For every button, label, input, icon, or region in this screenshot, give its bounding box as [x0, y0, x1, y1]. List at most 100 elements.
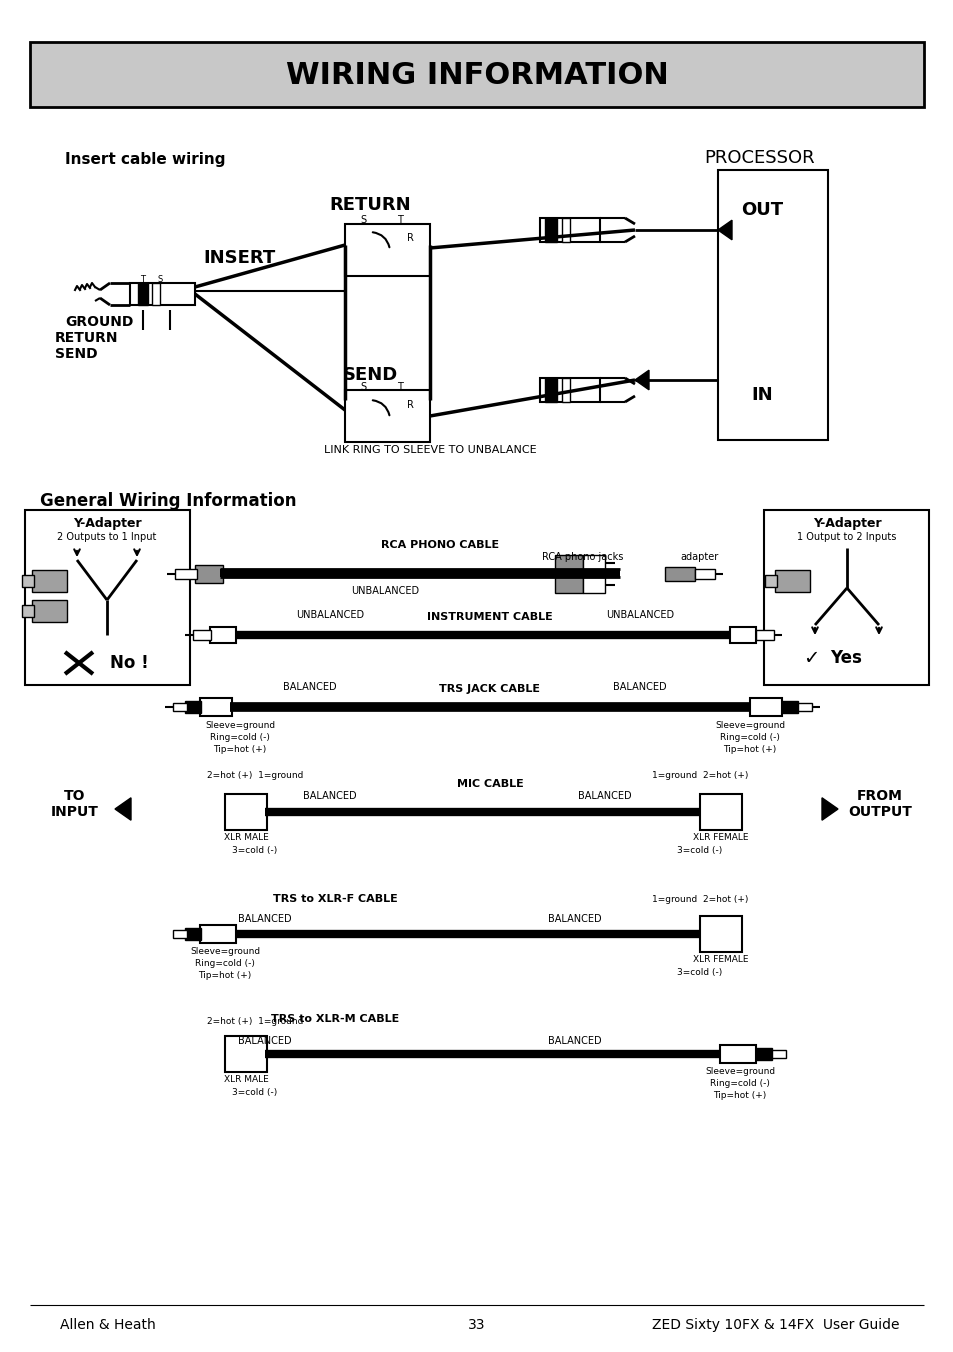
Text: UNBALANCED: UNBALANCED: [351, 585, 418, 596]
Text: ZED Sixty 10FX & 14FX  User Guide: ZED Sixty 10FX & 14FX User Guide: [652, 1318, 899, 1332]
Text: Y-Adapter: Y-Adapter: [72, 518, 141, 530]
Bar: [25, 510, 190, 685]
Bar: [32, 571, 67, 592]
Text: S: S: [359, 215, 366, 224]
Bar: [555, 577, 582, 594]
Text: RETURN: RETURN: [55, 331, 118, 345]
Text: LINK RING TO SLEEVE TO UNBALANCE: LINK RING TO SLEEVE TO UNBALANCE: [323, 445, 536, 456]
Bar: [700, 794, 741, 830]
Text: 2=hot (+)  1=ground: 2=hot (+) 1=ground: [207, 1017, 303, 1026]
Bar: [544, 379, 557, 402]
Bar: [193, 630, 211, 639]
Polygon shape: [115, 798, 131, 821]
Text: Yes: Yes: [829, 649, 861, 667]
Text: XLR FEMALE: XLR FEMALE: [693, 955, 748, 964]
Text: BALANCED: BALANCED: [238, 914, 292, 923]
Bar: [582, 556, 604, 571]
Bar: [764, 575, 776, 587]
Bar: [539, 379, 599, 402]
Bar: [185, 700, 201, 713]
Text: 3=cold (-): 3=cold (-): [233, 845, 277, 854]
Text: INSERT: INSERT: [204, 249, 275, 266]
Text: R: R: [406, 233, 413, 243]
Bar: [729, 627, 755, 644]
Bar: [755, 630, 773, 639]
Text: IN: IN: [750, 387, 772, 404]
Bar: [774, 571, 809, 592]
Bar: [797, 703, 811, 711]
Text: Sleeve=ground: Sleeve=ground: [704, 1068, 774, 1076]
Text: Ring=cold (-): Ring=cold (-): [194, 960, 254, 968]
Bar: [718, 170, 827, 439]
Text: 3=cold (-): 3=cold (-): [677, 845, 721, 854]
Bar: [781, 700, 797, 713]
Polygon shape: [718, 220, 731, 239]
Text: 1 Output to 2 Inputs: 1 Output to 2 Inputs: [797, 531, 896, 542]
Bar: [22, 575, 34, 587]
Text: 1=ground  2=hot (+): 1=ground 2=hot (+): [651, 895, 747, 903]
Text: BALANCED: BALANCED: [283, 681, 336, 692]
Bar: [210, 627, 235, 644]
Text: Ring=cold (-): Ring=cold (-): [720, 733, 780, 741]
Bar: [720, 1045, 755, 1063]
Text: 2 Outputs to 1 Input: 2 Outputs to 1 Input: [57, 531, 156, 542]
Text: Ring=cold (-): Ring=cold (-): [709, 1079, 769, 1088]
Text: Sleeve=ground: Sleeve=ground: [205, 721, 274, 730]
Text: RCA phono jacks: RCA phono jacks: [541, 552, 623, 562]
Text: RCA PHONO CABLE: RCA PHONO CABLE: [380, 539, 498, 550]
Bar: [32, 600, 67, 622]
Bar: [152, 283, 160, 306]
Text: 3=cold (-): 3=cold (-): [233, 1087, 277, 1096]
Text: ✓: ✓: [802, 649, 819, 668]
Text: General Wiring Information: General Wiring Information: [40, 492, 296, 510]
Text: Tip=hot (+): Tip=hot (+): [722, 745, 776, 753]
Text: SEND: SEND: [342, 366, 397, 384]
Text: Tip=hot (+): Tip=hot (+): [713, 1091, 766, 1101]
Text: adapter: adapter: [680, 552, 719, 562]
Text: Allen & Heath: Allen & Heath: [60, 1318, 155, 1332]
Bar: [763, 510, 928, 685]
Text: BALANCED: BALANCED: [303, 791, 356, 800]
Text: BALANCED: BALANCED: [548, 1036, 601, 1046]
Bar: [130, 283, 194, 306]
Bar: [695, 569, 714, 579]
Bar: [555, 556, 582, 571]
Text: Sleeve=ground: Sleeve=ground: [190, 948, 260, 956]
Bar: [200, 925, 235, 942]
Text: Sleeve=ground: Sleeve=ground: [714, 721, 784, 730]
Text: PROCESSOR: PROCESSOR: [704, 149, 815, 168]
Text: 1=ground  2=hot (+): 1=ground 2=hot (+): [651, 772, 747, 780]
Text: BALANCED: BALANCED: [238, 1036, 292, 1046]
Text: S: S: [359, 383, 366, 392]
Bar: [771, 1051, 785, 1059]
Polygon shape: [635, 370, 648, 389]
Bar: [664, 566, 695, 581]
Polygon shape: [821, 798, 837, 821]
Text: SEND: SEND: [55, 347, 97, 361]
Bar: [22, 604, 34, 617]
Bar: [539, 218, 599, 242]
Text: TO
INPUT: TO INPUT: [51, 790, 99, 819]
Bar: [700, 917, 741, 952]
Text: R: R: [406, 400, 413, 410]
Text: Ring=cold (-): Ring=cold (-): [210, 733, 270, 741]
Bar: [174, 569, 196, 579]
Bar: [194, 565, 223, 583]
Bar: [185, 927, 201, 940]
Bar: [582, 577, 604, 594]
Text: T: T: [396, 383, 402, 392]
Text: OUT: OUT: [740, 201, 782, 219]
Text: No !: No !: [110, 654, 149, 672]
Bar: [225, 794, 267, 830]
Bar: [345, 389, 430, 442]
Bar: [225, 1036, 267, 1072]
Text: TRS to XLR-F CABLE: TRS to XLR-F CABLE: [273, 894, 397, 904]
Bar: [561, 218, 569, 242]
Text: Tip=hot (+): Tip=hot (+): [213, 745, 266, 753]
Text: 3=cold (-): 3=cold (-): [677, 968, 721, 976]
Text: BALANCED: BALANCED: [548, 914, 601, 923]
Text: Tip=hot (+): Tip=hot (+): [198, 972, 252, 980]
Bar: [544, 218, 557, 242]
Bar: [200, 698, 232, 717]
Text: RETURN: RETURN: [329, 196, 411, 214]
